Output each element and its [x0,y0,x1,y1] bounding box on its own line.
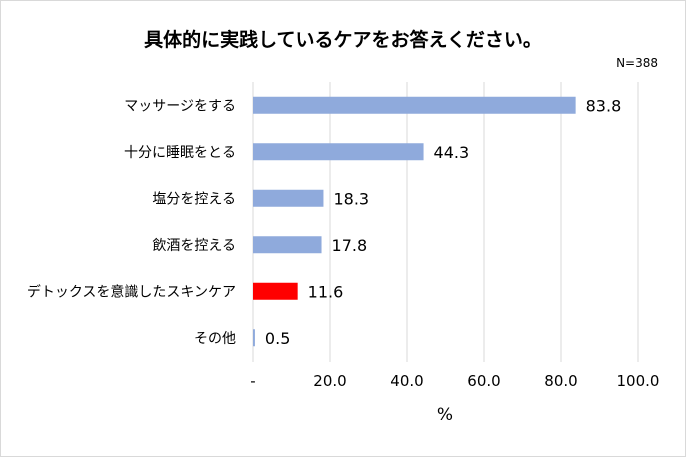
sample-size-note: N=388 [616,56,658,70]
x-tick-label-3: 60.0 [467,372,500,390]
category-label-2: 塩分を控える [152,191,236,207]
value-label-1: 44.3 [434,143,470,162]
category-label-4: デトックスを意識したスキンケア [27,283,236,300]
bars [253,96,576,347]
bar-0 [253,96,576,114]
value-label-5: 0.5 [265,329,290,348]
x-tick-label-1: 20.0 [313,372,346,390]
x-tick-label-0: - [250,372,255,390]
value-labels: 83.8 44.3 18.3 17.8 11.6 0.5 [265,96,621,348]
bar-3 [253,236,322,254]
x-axis-label: % [437,405,453,425]
category-label-1: 十分に睡眠をとる [124,145,236,161]
bar-4 [253,282,298,300]
x-tick-label-2: 40.0 [390,372,423,390]
x-tick-label-4: 80.0 [544,372,577,390]
bar-5 [253,329,255,347]
value-label-4: 11.6 [308,282,344,301]
category-labels: マッサージをする十分に睡眠をとる塩分を控える飲酒を控えるデトックスを意識したスキ… [27,98,236,347]
value-label-0: 83.8 [586,96,622,115]
bar-2 [253,189,324,207]
gridlines [252,82,639,362]
category-label-3: 飲酒を控える [152,238,236,254]
value-label-3: 17.8 [332,236,368,255]
x-tick-labels: - 20.0 40.0 60.0 80.0 100.0 [250,372,659,390]
x-tick-label-5: 100.0 [617,372,660,390]
bar-1 [253,143,424,161]
value-label-2: 18.3 [333,189,369,208]
chart-title: 具体的に実践しているケアをお答えください。 [144,28,542,51]
category-label-0: マッサージをする [124,98,236,114]
category-label-5: その他 [194,331,236,347]
